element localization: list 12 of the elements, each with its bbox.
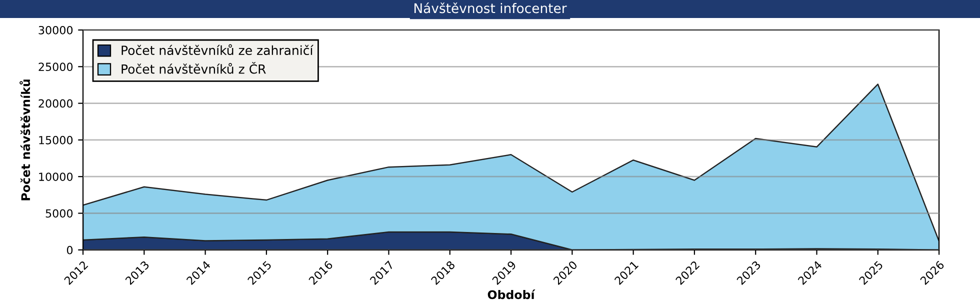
y-axis-title: Počet návštěvníků (20, 80, 30, 200)
y-tick-label: 15000 (39, 136, 73, 144)
y-tick-label: 5000 (46, 209, 73, 218)
legend-label: Počet návštěvníků ze zahraničí (122, 44, 314, 56)
legend-label: Počet návštěvníků z ČR (122, 62, 266, 74)
y-tick-label: 10000 (39, 172, 73, 181)
y-tick-label: 25000 (38, 62, 73, 72)
y-tick-label: 30000 (38, 26, 73, 34)
y-tick-label: 0 (66, 246, 73, 254)
chart-title: Návštěvnost infocenter (414, 2, 567, 14)
x-axis-title: Období (488, 290, 536, 300)
y-tick-label: 20000 (38, 99, 73, 108)
